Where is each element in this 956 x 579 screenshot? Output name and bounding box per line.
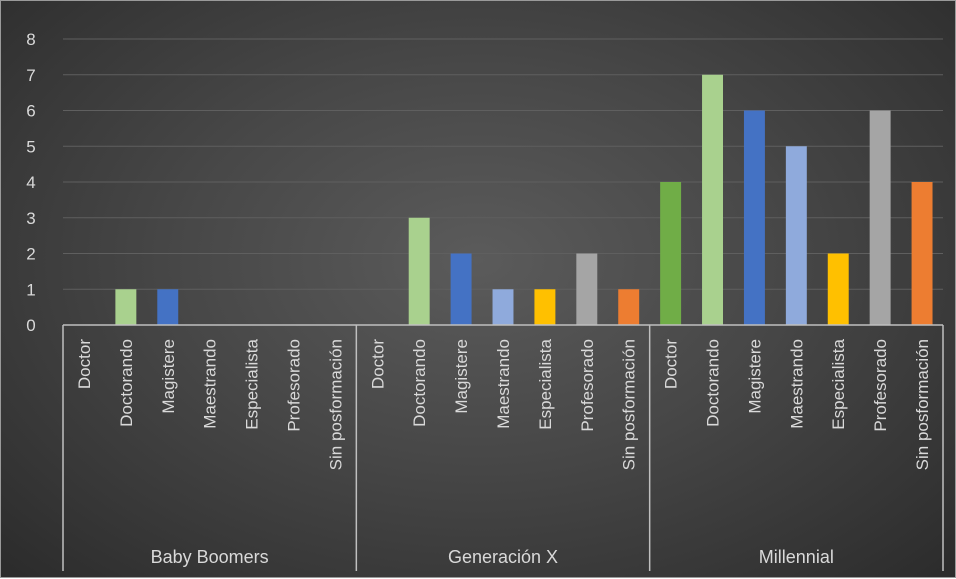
y-tick-label: 2 (26, 245, 35, 264)
category-label: Especialista (536, 338, 555, 429)
category-label: Profesorado (578, 339, 597, 432)
group-label: Generación X (448, 547, 558, 567)
category-label: Doctor (662, 339, 681, 389)
category-label: Sin posformación (326, 339, 345, 470)
category-label: Especialista (829, 338, 848, 429)
bar (618, 289, 640, 325)
bar (702, 74, 723, 325)
bar (157, 289, 179, 325)
category-label: Sin posformación (913, 339, 932, 470)
bars (115, 74, 933, 325)
y-tick-label: 3 (26, 209, 35, 228)
bar (785, 146, 807, 325)
category-label: Doctorando (117, 339, 136, 427)
bar (534, 289, 556, 325)
bar (115, 289, 137, 325)
group-label: Millennial (759, 547, 834, 567)
bar (827, 253, 849, 325)
x-axis: Doctor Doctorando Magistere Maestrando Espec… (62, 324, 944, 571)
y-tick-label: 8 (26, 30, 35, 49)
category-label: Doctor (75, 339, 94, 389)
category-label: Magistere (452, 339, 471, 414)
group-label: Baby Boomers (151, 547, 269, 567)
bar (660, 182, 682, 325)
y-tick-label: 6 (26, 102, 35, 121)
y-tick-label: 4 (26, 173, 35, 192)
bar (911, 182, 933, 325)
bar (576, 253, 598, 325)
category-label: Especialista (243, 338, 262, 429)
category-label: Profesorado (284, 339, 303, 432)
category-label: Magistere (159, 339, 178, 414)
category-label: Doctorando (704, 339, 723, 427)
category-label: Sin posformación (620, 339, 639, 470)
bar (492, 289, 514, 325)
bar (743, 110, 765, 325)
y-tick-label: 7 (26, 66, 35, 85)
y-axis: 0 1 2 3 4 5 6 7 8 (26, 30, 35, 335)
category-label: Profesorado (871, 339, 890, 432)
y-tick-label: 1 (26, 280, 35, 299)
category-label: Doctor (368, 339, 387, 389)
category-label: Maestrando (201, 339, 220, 429)
category-label: Doctorando (410, 339, 429, 427)
y-tick-label: 5 (26, 137, 35, 156)
bar (869, 110, 891, 325)
bar (450, 253, 472, 325)
gridlines (63, 38, 943, 290)
bar (408, 217, 430, 325)
category-label: Maestrando (494, 339, 513, 429)
y-tick-label: 0 (26, 316, 35, 335)
category-label: Magistere (745, 339, 764, 414)
category-label: Maestrando (787, 339, 806, 429)
